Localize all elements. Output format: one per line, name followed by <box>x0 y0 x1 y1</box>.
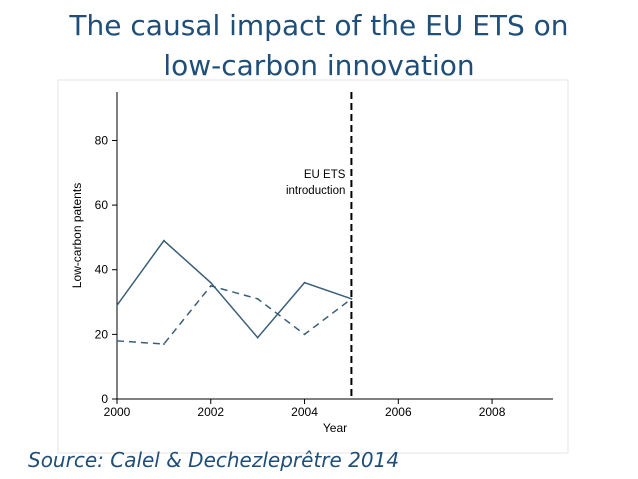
x-tick-label: 2002 <box>197 405 224 419</box>
y-tick-label: 60 <box>95 198 109 212</box>
data-point-dashed-2001 <box>162 343 165 345</box>
data-point-solid-2001 <box>162 239 165 242</box>
data-point-dashed-2005 <box>350 297 353 300</box>
data-point-dashed-2000 <box>116 339 118 342</box>
chart-panel-border <box>57 79 569 454</box>
y-tick-label: 20 <box>95 327 109 341</box>
annotation-label-line-1: EU ETS <box>304 169 346 181</box>
x-axis-title: Year <box>323 421 347 435</box>
source-caption: Source: Calel & Dechezleprêtre 2014 <box>28 448 400 472</box>
x-tick-label: 2004 <box>291 405 318 419</box>
data-point-solid-2002 <box>209 281 212 284</box>
series-line-dashed <box>116 285 352 345</box>
x-tick-label: 2008 <box>479 405 506 419</box>
series-line-solid <box>116 239 352 339</box>
y-tick-label: 0 <box>101 392 108 406</box>
slide-title-line-2: low-carbon innovation <box>163 49 475 82</box>
annotation-label-line-2: introduction <box>286 185 345 197</box>
slide-title-line-1: The causal impact of the EU ETS on <box>69 9 569 42</box>
y-tick-label: 40 <box>95 263 109 277</box>
y-axis-title: Low-carbon patents <box>70 183 84 288</box>
x-tick-label: 2000 <box>104 405 131 419</box>
y-tick-label: 80 <box>95 133 109 147</box>
data-point-solid-2003 <box>256 336 259 339</box>
data-point-dashed-2002 <box>209 284 212 287</box>
data-point-dashed-2003 <box>256 297 259 300</box>
data-point-solid-2000 <box>116 304 118 307</box>
slide-title: The causal impact of the EU ETS on low-c… <box>0 6 638 86</box>
data-point-solid-2004 <box>303 281 306 284</box>
x-tick-label: 2006 <box>385 405 412 419</box>
data-point-dashed-2004 <box>303 333 306 336</box>
